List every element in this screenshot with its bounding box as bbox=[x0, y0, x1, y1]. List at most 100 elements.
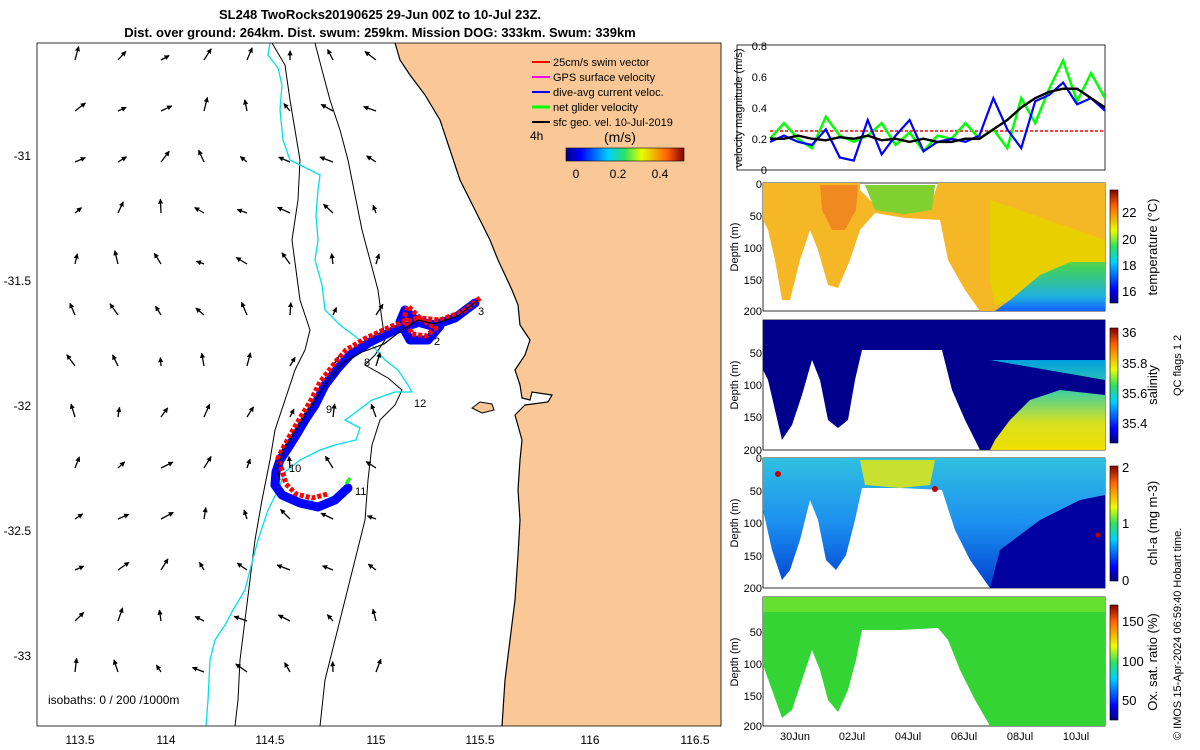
velocity-arrow bbox=[371, 608, 377, 622]
chlorophyll-y-tick: 150 bbox=[744, 551, 762, 563]
salinity-y-tick: 150 bbox=[744, 412, 762, 424]
oxygen-cbar-label: Ox. sat. ratio (%) bbox=[1145, 613, 1160, 711]
velocity-arrow bbox=[324, 455, 334, 469]
date-tick: 08Jul bbox=[1007, 731, 1033, 743]
map-x-tick: 116.5 bbox=[680, 733, 709, 747]
velocity-arrow bbox=[194, 206, 205, 214]
velocity-arrow bbox=[74, 207, 82, 214]
chlorophyll-cbar-label: chl-a (mg m-3) bbox=[1145, 481, 1160, 566]
velocity-arrow bbox=[74, 456, 81, 469]
speed-colorbar bbox=[565, 147, 685, 162]
day-label: 3 bbox=[478, 306, 484, 318]
velocity-arrow bbox=[323, 203, 334, 214]
chlorophyll-low-deep bbox=[990, 495, 1105, 588]
map-y-tick: -31 bbox=[14, 149, 32, 163]
velocity-arrow bbox=[160, 54, 170, 61]
map-legend: 25cm/s swim vector GPS surface velocity … bbox=[532, 57, 673, 129]
velocity-arrow bbox=[199, 352, 206, 367]
velocity-arrow bbox=[284, 662, 291, 673]
velocity-arrow bbox=[203, 403, 211, 418]
salinity-panel: 50 100 150 200 Depth (m) 35.4 35.6 35.8 … bbox=[729, 319, 1160, 457]
velocity-arrow bbox=[366, 515, 377, 520]
map-frame bbox=[36, 42, 722, 727]
velocity-arrow bbox=[160, 461, 174, 469]
velocity-y-tick: 0.6 bbox=[752, 72, 767, 84]
velocity-arrow bbox=[160, 150, 170, 163]
salinity-y-tick: 50 bbox=[750, 348, 762, 360]
velocity-arrow bbox=[74, 565, 85, 571]
coastline bbox=[394, 43, 553, 726]
isobath-0m bbox=[205, 43, 414, 726]
temperature-cbar-tick: 22 bbox=[1122, 205, 1136, 220]
salinity-cbar-tick: 35.8 bbox=[1122, 356, 1147, 371]
velocity-arrow bbox=[243, 509, 249, 520]
legend-label: net glider velocity bbox=[553, 102, 638, 114]
velocity-arrow bbox=[69, 403, 76, 418]
temperature-y-tick: 150 bbox=[744, 275, 762, 287]
chlorophyll-y-tick: 200 bbox=[744, 583, 762, 595]
velocity-arrow bbox=[236, 562, 248, 571]
velocity-arrow bbox=[154, 305, 162, 316]
isobath-200m bbox=[314, 43, 403, 726]
velocity-arrow bbox=[117, 106, 127, 112]
glider-track: 2 3 8 9 10 11 12 bbox=[270, 296, 484, 512]
temperature-cbar-label: temperature (°C) bbox=[1145, 199, 1160, 296]
velocity-arrow bbox=[239, 155, 248, 163]
velocity-arrow bbox=[326, 614, 334, 622]
velocity-arrow bbox=[195, 307, 205, 316]
velocity-arrow bbox=[203, 96, 209, 112]
velocity-arrow bbox=[365, 460, 377, 469]
velocity-arrow bbox=[235, 256, 248, 265]
chlorophyll-y-label: Depth (m) bbox=[729, 499, 741, 548]
temperature-cbar-tick: 16 bbox=[1122, 284, 1136, 299]
velocity-arrow bbox=[117, 461, 126, 469]
chlorophyll-panel: 0 50 100 150 200 Depth (m) 0 1 2 chl-a (… bbox=[729, 453, 1160, 595]
velocity-arrow bbox=[322, 565, 334, 571]
chlorophyll-cbar-tick: 0 bbox=[1122, 573, 1129, 588]
velocity-arrow bbox=[73, 657, 79, 673]
velocity-series-line bbox=[770, 87, 1105, 144]
speed-colorbar-tick: 0.2 bbox=[610, 167, 627, 181]
map-y-tick: -33 bbox=[14, 649, 32, 663]
map-y-tick: -32 bbox=[14, 399, 32, 413]
velocity-axes bbox=[736, 44, 1106, 171]
velocity-arrow bbox=[372, 204, 378, 214]
day-label: 8 bbox=[364, 357, 370, 369]
salinity-y-label: Depth (m) bbox=[729, 361, 741, 410]
day-label: 12 bbox=[414, 398, 426, 410]
chlorophyll-hotspot bbox=[1095, 532, 1101, 538]
day-label: 2 bbox=[434, 336, 440, 348]
velocity-arrow bbox=[277, 614, 291, 622]
velocity-arrow bbox=[286, 455, 292, 469]
oxygen-surface-band bbox=[763, 597, 1105, 612]
title-line-1: SL248 TwoRocks20190625 29-Jun 00Z to 10-… bbox=[218, 7, 542, 22]
velocity-arrow bbox=[191, 666, 205, 673]
qc-flags-label: QC flags 1 2 bbox=[1172, 335, 1184, 396]
map-x-tick: 114 bbox=[156, 733, 175, 747]
velocity-arrow bbox=[74, 157, 86, 163]
chlorophyll-colorbar bbox=[1109, 465, 1119, 582]
velocity-arrow bbox=[69, 302, 76, 316]
velocity-arrow bbox=[320, 103, 334, 112]
velocity-arrow bbox=[198, 149, 205, 163]
velocity-arrow bbox=[246, 352, 252, 367]
velocity-arrow bbox=[160, 105, 173, 112]
velocity-arrow bbox=[73, 253, 79, 265]
velocity-arrow bbox=[375, 658, 382, 673]
velocity-arrow bbox=[289, 408, 295, 418]
oxygen-colorbar bbox=[1109, 604, 1119, 721]
velocity-y-tick: 0.2 bbox=[752, 134, 767, 146]
temperature-y-tick: 100 bbox=[744, 243, 762, 255]
velocity-arrow bbox=[370, 403, 377, 418]
oxygen-cbar-tick: 50 bbox=[1122, 693, 1136, 708]
velocity-arrow bbox=[202, 506, 208, 520]
velocity-arrow bbox=[363, 105, 377, 112]
oxygen-y-tick: 100 bbox=[744, 659, 762, 671]
velocity-arrow bbox=[283, 103, 291, 112]
velocity-arrow bbox=[235, 663, 248, 673]
oxygen-cbar-tick: 150 bbox=[1122, 614, 1144, 629]
chlorophyll-hotspots bbox=[775, 471, 1101, 538]
temperature-yellow-band bbox=[990, 200, 1105, 305]
day-label: 9 bbox=[326, 404, 332, 416]
